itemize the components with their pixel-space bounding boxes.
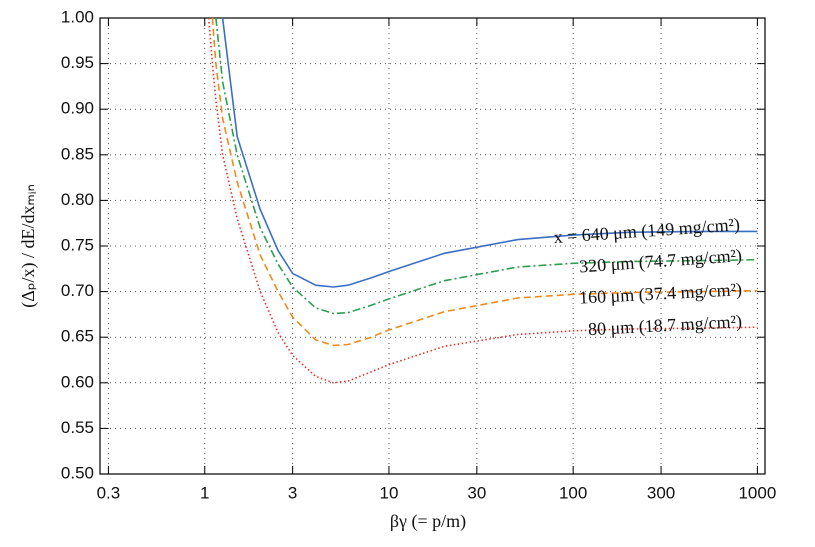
y-tick-label: 0.80 [61,190,94,209]
x-tick-label: 1000 [738,483,776,502]
x-tick-label: 30 [467,483,486,502]
series-label: 80 μm (18.7 mg/cm²) [588,311,743,340]
y-tick-label: 0.50 [61,463,94,482]
series-label: 320 μm (74.7 mg/cm²) [579,245,743,277]
series-line [221,17,758,288]
y-axis-label: (Δₚ/x) / dE/dxₘᵢₙ [18,184,39,308]
x-axis-label: βγ (= p/m) [390,511,466,532]
y-tick-label: 0.70 [61,281,94,300]
x-tick-label: 10 [379,483,398,502]
x-tick-label: 1 [200,483,209,502]
y-tick-label: 0.95 [61,53,94,72]
series-label: 160 μm (37.4 mg/cm²) [579,279,743,309]
series-label: x = 640 μm (149 mg/cm²) [553,214,741,248]
y-tick-label: 0.55 [61,418,94,437]
series-line [207,17,758,384]
y-tick-label: 0.85 [61,144,94,163]
y-tick-label: 0.60 [61,372,94,391]
series-line [215,17,758,315]
y-tick-label: 0.90 [61,99,94,118]
y-tick-label: 1.00 [61,7,94,26]
x-tick-label: 100 [559,483,587,502]
y-tick-label: 0.75 [61,235,94,254]
x-tick-label: 300 [647,483,675,502]
series-line [211,17,758,347]
x-tick-label: 0.3 [97,483,121,502]
plot-frame [99,17,766,475]
y-tick-label: 0.65 [61,327,94,346]
x-tick-label: 3 [288,483,297,502]
